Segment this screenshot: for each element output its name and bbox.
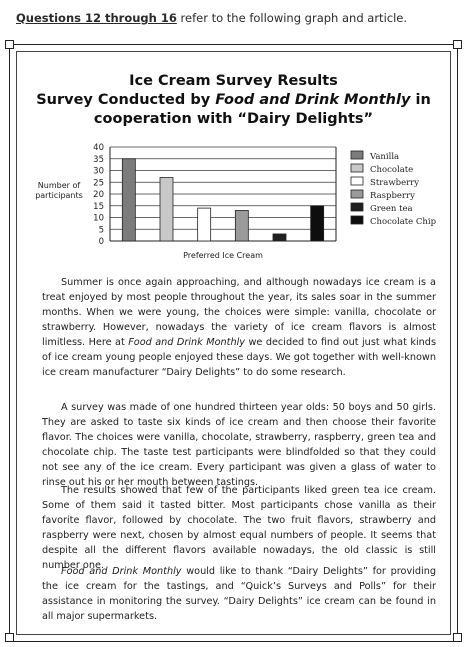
paragraph-1-text-b: we decided to find out just what kinds o…	[42, 337, 436, 378]
title-line-1: Ice Cream Survey Results	[129, 73, 338, 89]
legend-swatch	[350, 202, 364, 212]
y-tick-label: 35	[93, 155, 104, 165]
intro-rest: refer to the following graph and article…	[176, 11, 408, 25]
y-tick-label: 15	[93, 202, 104, 212]
legend-swatch	[350, 163, 364, 173]
y-tick-label: 30	[93, 167, 104, 177]
bar-vanilla	[121, 158, 136, 242]
frame-corner-top-left	[5, 40, 14, 49]
bar-chocolate-chip	[310, 205, 325, 242]
legend-label: Raspberry	[370, 191, 415, 201]
paragraph-2-text: A survey was made of one hundred thirtee…	[42, 402, 436, 488]
legend-label: Chocolate	[370, 165, 413, 175]
y-tick-label: 0	[99, 237, 104, 247]
y-tick-label: 25	[93, 178, 104, 188]
bar-green-tea	[272, 233, 287, 242]
y-tick-label: 20	[93, 190, 104, 200]
legend-swatch	[350, 176, 364, 186]
title-line-2-suffix: in	[410, 92, 431, 108]
title-publication: Food and Drink Monthly	[215, 92, 411, 108]
y-axis-label: participants	[35, 191, 83, 200]
bar-strawberry	[197, 207, 212, 242]
article-paragraph-2: A survey was made of one hundred thirtee…	[42, 400, 436, 490]
x-axis-label: Preferred Ice Cream	[183, 251, 263, 260]
title-line-2-prefix: Survey Conducted by	[36, 92, 216, 108]
article-frame-inner	[16, 51, 451, 635]
article-frame-outer	[9, 44, 458, 642]
paragraph-3-text: The results showed that few of the parti…	[42, 485, 436, 571]
article-paragraph-3: The results showed that few of the parti…	[42, 483, 436, 573]
legend-label: Green tea	[370, 204, 413, 214]
paragraph-1-text-a: Summer is once again approaching, and al…	[42, 277, 436, 348]
bar-raspberry	[234, 210, 249, 242]
frame-corner-bottom-right	[453, 633, 462, 642]
paragraph-4-text: would like to thank “Dairy Delights” for…	[42, 566, 436, 622]
paragraph-4-publication: Food and Drink Monthly	[61, 566, 182, 577]
legend-swatch	[350, 189, 364, 199]
frame-corner-bottom-left	[5, 633, 14, 642]
y-axis-label: Number of	[38, 181, 81, 190]
title-line-2: Survey Conducted by Food and Drink Month…	[30, 91, 437, 110]
legend-label: Chocolate Chip	[370, 217, 437, 227]
frame-corner-top-right	[453, 40, 462, 49]
legend-swatch	[350, 215, 364, 225]
title-line-3: cooperation with “Dairy Delights”	[93, 111, 374, 127]
legend-label: Vanilla	[369, 152, 399, 162]
y-tick-label: 40	[93, 143, 104, 153]
intro-text: Questions 12 through 16 refer to the fol…	[16, 11, 407, 25]
question-reference: Questions 12 through 16	[16, 11, 177, 25]
legend-swatch	[350, 150, 364, 160]
y-tick-label: 5	[99, 225, 104, 235]
article-paragraph-4: Food and Drink Monthly would like to tha…	[42, 564, 436, 624]
legend-label: Strawberry	[370, 178, 419, 188]
article-paragraph-1: Summer is once again approaching, and al…	[42, 275, 436, 380]
bar-chocolate	[159, 177, 174, 242]
y-tick-label: 10	[93, 214, 104, 224]
paragraph-1-publication: Food and Drink Monthly	[128, 337, 246, 348]
